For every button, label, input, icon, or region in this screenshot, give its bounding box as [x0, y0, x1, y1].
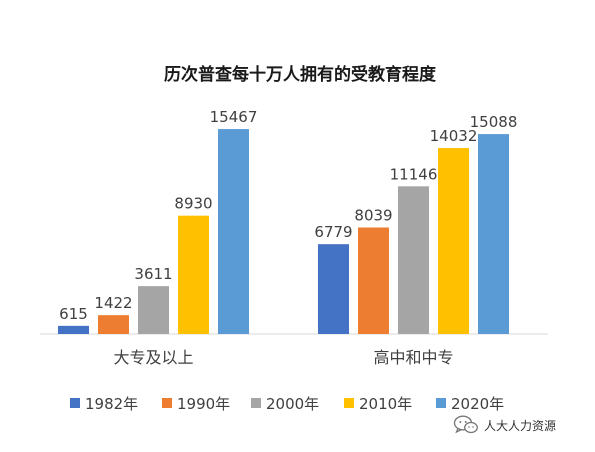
legend-swatch — [344, 398, 354, 408]
data-label: 15467 — [210, 108, 258, 126]
bar — [218, 129, 249, 334]
legend-label: 2000年 — [266, 395, 319, 413]
bars-layer — [58, 129, 509, 334]
bar — [138, 286, 169, 334]
legend-label: 2010年 — [359, 395, 412, 413]
data-label: 8039 — [354, 206, 392, 224]
bar — [318, 244, 349, 334]
bar — [178, 215, 209, 334]
data-label: 11146 — [390, 165, 438, 183]
data-label: 15088 — [470, 113, 518, 131]
bar — [398, 186, 429, 334]
legend-label: 2020年 — [451, 395, 504, 413]
chart-title: 历次普查每十万人拥有的受教育程度 — [164, 64, 437, 85]
data-label: 8930 — [174, 195, 212, 213]
watermark: 人大人力资源 — [453, 414, 556, 436]
category-labels-layer: 大专及以上 高中和中专 — [113, 348, 453, 367]
legend-swatch — [251, 398, 261, 408]
bar — [358, 227, 389, 334]
legend-swatch — [70, 398, 80, 408]
category-label: 大专及以上 — [113, 348, 193, 367]
watermark-text: 人大人力资源 — [484, 418, 557, 433]
bar — [98, 315, 129, 334]
wechat-icon — [453, 415, 478, 434]
data-label: 14032 — [430, 127, 478, 145]
category-label: 高中和中专 — [373, 348, 453, 367]
bar — [58, 325, 89, 334]
legend: 1982年 1990年 2000年 2010年 2020年 — [70, 395, 504, 413]
data-label: 6779 — [314, 223, 352, 241]
data-label: 3611 — [134, 265, 172, 283]
legend-label: 1982年 — [85, 395, 138, 413]
data-label: 1422 — [94, 294, 132, 312]
bar — [438, 148, 469, 334]
legend-swatch — [436, 398, 446, 408]
data-label: 615 — [59, 305, 88, 323]
legend-label: 1990年 — [177, 395, 230, 413]
bar — [478, 134, 509, 334]
legend-swatch — [162, 398, 172, 408]
